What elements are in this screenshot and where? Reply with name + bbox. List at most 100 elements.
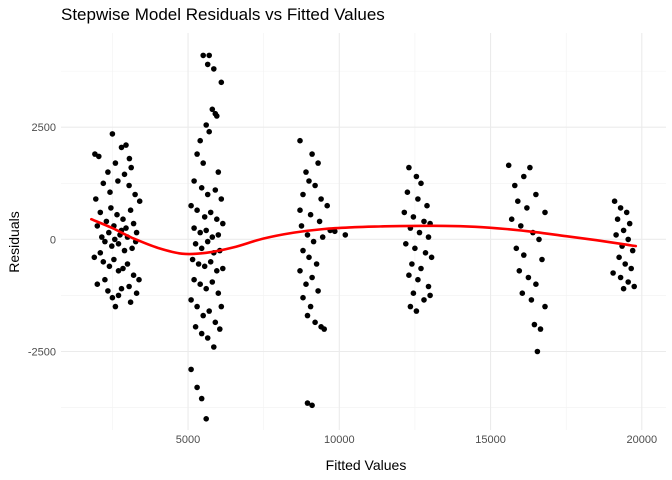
data-point <box>99 234 105 240</box>
data-point <box>306 178 312 184</box>
data-point <box>508 216 515 222</box>
data-point <box>115 268 122 274</box>
data-point <box>515 198 521 204</box>
data-point <box>342 232 349 238</box>
data-point <box>211 66 217 72</box>
data-point <box>413 308 420 314</box>
data-point <box>200 312 206 319</box>
data-point <box>192 324 199 330</box>
data-point <box>203 416 209 422</box>
data-point <box>536 236 542 243</box>
data-point <box>425 283 432 290</box>
data-point <box>115 241 122 247</box>
data-point <box>194 151 200 157</box>
x-tick-label: 10000 <box>324 434 355 446</box>
data-point <box>214 268 220 274</box>
data-point <box>201 214 208 220</box>
trend-line-group <box>90 217 638 256</box>
data-point <box>204 61 211 68</box>
data-point <box>124 261 131 267</box>
data-point <box>303 281 309 288</box>
data-point <box>188 202 194 209</box>
data-point <box>207 209 214 216</box>
grid-lines <box>61 33 666 430</box>
data-point <box>127 207 134 213</box>
data-point <box>206 128 212 135</box>
data-point <box>97 250 104 256</box>
data-point <box>129 245 135 252</box>
data-point <box>307 303 314 310</box>
data-point <box>300 294 306 301</box>
data-point <box>309 151 315 157</box>
data-point <box>215 169 222 175</box>
data-point <box>513 245 520 252</box>
data-point <box>209 279 216 285</box>
data-point <box>133 229 140 236</box>
data-point <box>628 265 634 272</box>
data-point <box>505 162 512 169</box>
data-point <box>127 299 134 306</box>
data-point <box>121 247 128 254</box>
data-point <box>403 241 409 247</box>
data-point <box>130 220 137 227</box>
data-point <box>111 256 117 263</box>
data-point <box>100 259 107 265</box>
data-point <box>524 205 530 211</box>
data-point <box>215 232 222 238</box>
data-point <box>310 238 317 245</box>
data-point <box>527 164 533 171</box>
data-point <box>410 290 417 297</box>
data-point <box>123 225 129 231</box>
data-point <box>209 106 216 113</box>
data-point <box>130 272 137 279</box>
data-point <box>102 238 108 245</box>
data-point <box>198 245 205 252</box>
data-point <box>112 160 119 166</box>
data-point <box>94 223 101 229</box>
data-point <box>406 272 412 279</box>
data-point <box>217 326 223 332</box>
y-axis-label: Residuals <box>6 211 22 273</box>
data-point <box>188 366 194 373</box>
data-point <box>201 263 208 270</box>
data-point <box>115 178 121 184</box>
data-point <box>126 155 133 162</box>
data-point <box>197 281 203 288</box>
data-point <box>198 395 205 402</box>
data-point <box>209 234 216 240</box>
data-point <box>625 279 631 285</box>
data-point <box>105 288 111 294</box>
data-point <box>613 232 619 238</box>
y-tick-label: 2500 <box>32 122 56 134</box>
data-point <box>195 261 202 267</box>
data-point <box>297 137 303 144</box>
data-point <box>300 191 306 198</box>
data-point <box>206 308 212 314</box>
data-point <box>120 216 126 222</box>
data-point <box>626 220 633 227</box>
data-point <box>297 268 303 274</box>
data-point <box>410 214 417 220</box>
data-point <box>421 218 427 225</box>
data-point <box>537 326 544 332</box>
data-point <box>401 209 408 216</box>
data-point <box>109 294 116 301</box>
data-point <box>312 319 318 326</box>
data-point <box>316 218 323 225</box>
data-point <box>204 191 211 198</box>
data-point <box>211 344 217 350</box>
data-point <box>412 245 418 252</box>
data-point <box>313 261 320 267</box>
data-point <box>542 209 548 216</box>
data-point <box>324 202 331 209</box>
data-point <box>409 261 415 267</box>
data-point <box>114 211 120 218</box>
data-point <box>218 196 225 202</box>
data-point <box>200 160 206 166</box>
data-point <box>218 303 225 310</box>
data-point <box>106 263 113 270</box>
data-point <box>422 250 429 256</box>
data-point <box>197 137 203 144</box>
data-point <box>109 131 116 137</box>
data-point <box>100 180 107 187</box>
